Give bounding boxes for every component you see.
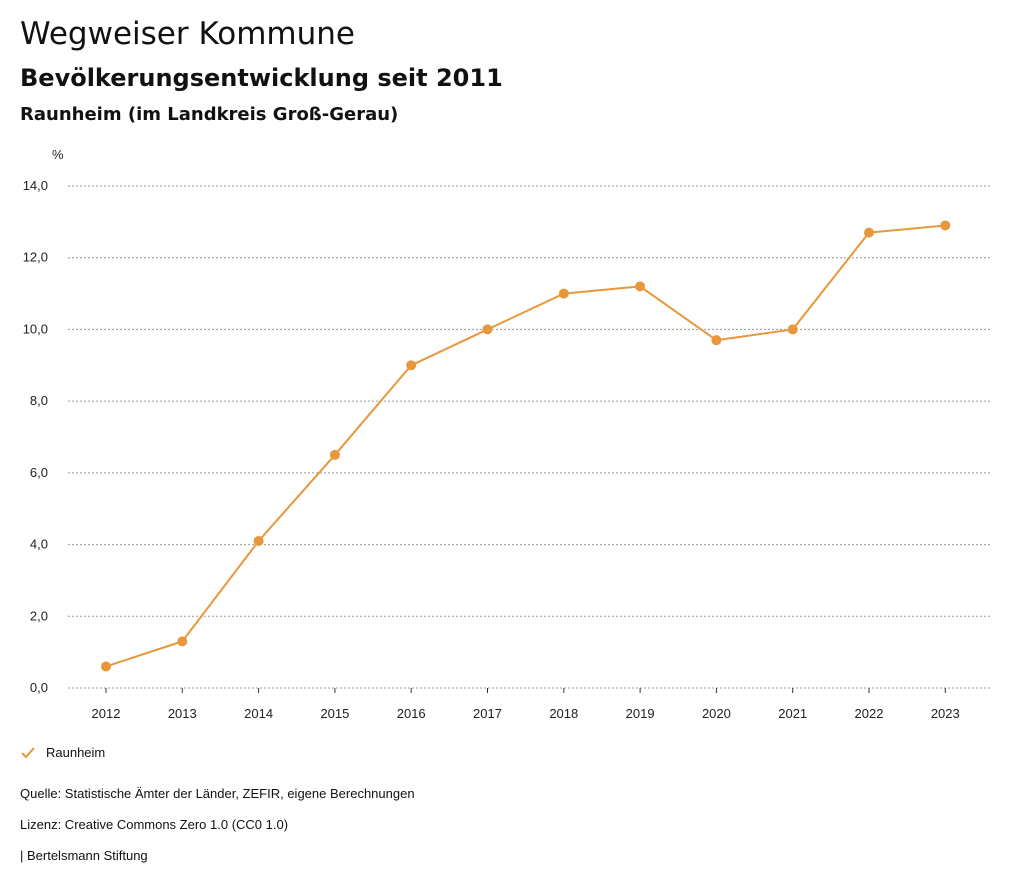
x-tick-label: 2016	[397, 706, 426, 721]
x-tick-label: 2017	[473, 706, 502, 721]
data-point[interactable]	[787, 324, 798, 335]
grid-lines	[68, 185, 990, 689]
data-point[interactable]	[711, 335, 722, 346]
x-tick-label: 2020	[702, 706, 731, 721]
y-tick-label: 2,0	[30, 608, 48, 623]
line-chart: % 0,02,04,06,08,010,012,014,0 2012 2013 20…	[23, 147, 990, 721]
y-tick-label: 6,0	[30, 465, 48, 480]
y-tick-label: 12,0	[23, 250, 48, 265]
x-axis-ticks: 2012 2013 2014 2015 2016 2017 2018 2019 2020 2021…	[92, 688, 960, 721]
data-point[interactable]	[177, 636, 188, 647]
y-tick-label: 14,0	[23, 178, 48, 193]
series-raunheim	[101, 220, 951, 672]
x-tick-label: 2022	[855, 706, 884, 721]
x-tick-label: 2023	[931, 706, 960, 721]
y-axis-unit: %	[52, 147, 64, 162]
chart-subtitle: Bevölkerungsentwicklung seit 2011	[20, 64, 503, 92]
region-label: Raunheim (im Landkreis Groß-Gerau)	[20, 104, 399, 125]
legend: Raunheim	[20, 745, 105, 760]
y-tick-label: 10,0	[23, 321, 48, 336]
source-note: Quelle: Statistische Ämter der Länder, Z…	[20, 786, 415, 801]
license-note: Lizenz: Creative Commons Zero 1.0 (CC0 1…	[20, 817, 289, 832]
x-tick-label: 2018	[549, 706, 578, 721]
legend-check-icon	[21, 746, 35, 758]
x-tick-label: 2019	[626, 706, 655, 721]
x-tick-label: 2014	[244, 706, 273, 721]
data-point[interactable]	[635, 281, 646, 292]
data-point[interactable]	[940, 220, 951, 231]
x-tick-label: 2012	[92, 706, 121, 721]
data-point[interactable]	[406, 360, 417, 371]
data-point[interactable]	[482, 324, 493, 335]
x-tick-label: 2021	[778, 706, 807, 721]
y-tick-label: 4,0	[30, 537, 48, 552]
x-tick-label: 2013	[168, 706, 197, 721]
data-point[interactable]	[864, 227, 874, 238]
data-point[interactable]	[329, 449, 340, 460]
chart-title: Wegweiser Kommune	[20, 16, 355, 52]
legend-label: Raunheim	[46, 745, 106, 760]
y-tick-label: 8,0	[30, 393, 48, 408]
data-point[interactable]	[253, 535, 264, 546]
y-axis-ticks: 0,0 2,0 4,0 6,0 8,0 10,0 12,0 14,0	[23, 178, 48, 695]
publisher-note: | Bertelsmann Stiftung	[20, 848, 148, 863]
series-line	[105, 224, 946, 668]
data-point[interactable]	[101, 661, 111, 672]
y-tick-label: 0,0	[30, 680, 48, 695]
data-point[interactable]	[558, 288, 569, 299]
x-tick-label: 2015	[320, 706, 349, 721]
